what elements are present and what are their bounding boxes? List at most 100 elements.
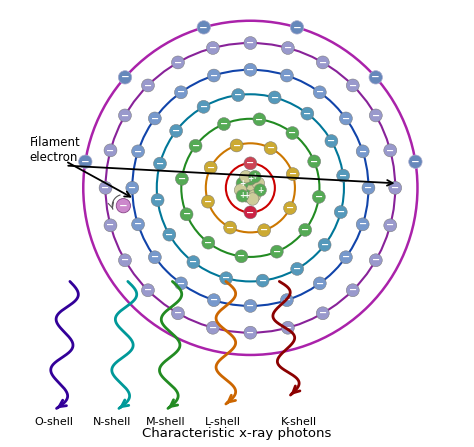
Text: −: − <box>191 141 200 151</box>
Text: −: − <box>319 57 327 67</box>
Text: −: − <box>151 252 159 262</box>
Circle shape <box>346 79 359 92</box>
Text: +: + <box>252 172 258 181</box>
Circle shape <box>389 181 401 194</box>
Circle shape <box>286 127 299 139</box>
Circle shape <box>339 112 352 125</box>
Circle shape <box>206 321 219 334</box>
Text: −: − <box>273 247 281 257</box>
Circle shape <box>286 168 299 181</box>
Text: −: − <box>284 43 292 53</box>
Circle shape <box>99 181 112 194</box>
Text: −: − <box>283 295 291 305</box>
Circle shape <box>270 245 283 258</box>
Circle shape <box>248 190 261 202</box>
Text: −: − <box>316 87 324 97</box>
Text: −: − <box>365 183 373 193</box>
Circle shape <box>291 262 304 275</box>
Text: −: − <box>301 225 309 235</box>
Circle shape <box>232 89 245 101</box>
Circle shape <box>301 107 314 120</box>
Circle shape <box>369 254 382 267</box>
Circle shape <box>337 169 350 182</box>
Circle shape <box>316 307 329 320</box>
Circle shape <box>409 155 422 169</box>
Text: Filament
electron: Filament electron <box>30 136 81 164</box>
Text: −: − <box>284 323 292 333</box>
Text: −: − <box>121 72 129 82</box>
Text: −: − <box>234 90 242 100</box>
Text: −: − <box>107 220 115 230</box>
Text: −: − <box>107 145 115 156</box>
Circle shape <box>79 155 92 169</box>
Text: −: − <box>246 207 255 217</box>
Text: −: − <box>237 251 246 261</box>
Circle shape <box>189 139 202 152</box>
Circle shape <box>283 202 297 215</box>
Text: −: − <box>246 158 255 169</box>
Text: +: + <box>247 174 254 183</box>
Circle shape <box>204 161 217 174</box>
Text: −: − <box>286 203 294 213</box>
Text: −: − <box>271 93 279 102</box>
Circle shape <box>384 219 397 232</box>
Text: −: − <box>222 273 230 283</box>
Circle shape <box>172 56 184 69</box>
Text: −: − <box>177 87 185 97</box>
Circle shape <box>356 145 369 158</box>
Circle shape <box>234 184 247 196</box>
Circle shape <box>104 144 117 157</box>
Text: −: − <box>174 308 182 318</box>
Text: −: − <box>226 223 234 232</box>
Circle shape <box>299 224 311 236</box>
Text: −: − <box>207 163 215 173</box>
Circle shape <box>264 142 277 155</box>
Text: −: − <box>209 323 217 333</box>
Text: −: − <box>246 65 255 75</box>
Circle shape <box>126 181 139 194</box>
Text: −: − <box>172 126 180 136</box>
Circle shape <box>258 224 271 237</box>
Circle shape <box>170 124 182 137</box>
Text: +: + <box>239 179 246 188</box>
Text: −: − <box>289 169 297 179</box>
Text: −: − <box>337 207 345 217</box>
Circle shape <box>240 190 253 202</box>
Circle shape <box>197 100 210 113</box>
Circle shape <box>244 63 257 76</box>
Circle shape <box>252 177 264 190</box>
Circle shape <box>206 42 219 55</box>
Circle shape <box>244 326 257 339</box>
Text: −: − <box>292 22 301 32</box>
Text: −: − <box>182 209 191 219</box>
Text: −: − <box>320 240 328 250</box>
Circle shape <box>219 272 233 285</box>
Circle shape <box>316 56 329 69</box>
Text: −: − <box>154 195 162 205</box>
Text: −: − <box>174 57 182 67</box>
Text: −: − <box>293 264 301 274</box>
Text: −: − <box>189 257 198 267</box>
Text: −: − <box>204 197 212 207</box>
Circle shape <box>254 184 266 196</box>
Text: −: − <box>328 136 336 146</box>
Text: −: − <box>246 301 255 311</box>
Text: −: − <box>81 157 90 167</box>
Circle shape <box>174 277 187 290</box>
Circle shape <box>132 218 145 231</box>
Circle shape <box>384 144 397 157</box>
Text: −: − <box>128 183 137 193</box>
Circle shape <box>201 195 214 208</box>
Circle shape <box>172 307 184 320</box>
Circle shape <box>268 91 281 104</box>
Circle shape <box>240 170 252 183</box>
Text: −: − <box>144 285 152 295</box>
Text: −: − <box>151 114 159 123</box>
Text: −: − <box>156 159 164 169</box>
Circle shape <box>308 155 320 168</box>
Circle shape <box>290 21 304 34</box>
Circle shape <box>244 181 256 194</box>
Circle shape <box>116 198 130 213</box>
Text: −: − <box>177 278 185 288</box>
Text: +: + <box>257 186 263 194</box>
